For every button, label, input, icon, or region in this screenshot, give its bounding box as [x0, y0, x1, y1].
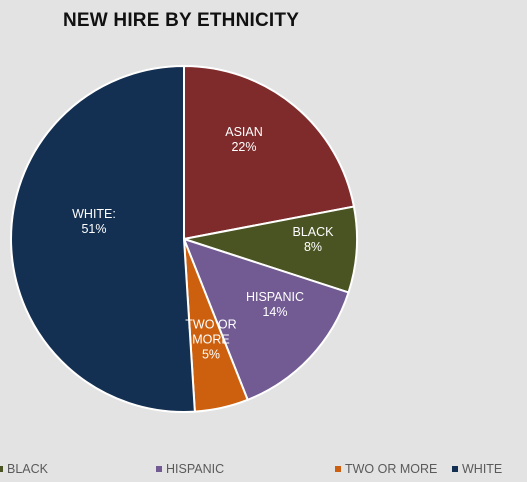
legend-swatch-black: [0, 466, 3, 472]
legend-swatch-two-or-more: [335, 466, 341, 472]
slice-label-white-line2: 51%: [81, 222, 106, 236]
legend-item-two-or-more: TWO OR MORE: [335, 462, 437, 476]
legend-label-white: WHITE: [462, 462, 503, 476]
slice-label-black-line1: BLACK: [293, 225, 335, 239]
legend-swatch-white: [452, 466, 458, 472]
slice-label-white-line1: WHITE:: [72, 207, 116, 221]
pie-slice-asian: [183, 64, 356, 241]
pie-slices: [10, 64, 359, 413]
legend-label-hispanic: HISPANIC: [166, 462, 225, 476]
legend-label-black: BLACK: [7, 462, 48, 476]
chart-title: NEW HIRE BY ETHNICITY: [63, 10, 300, 31]
legend-item-white: WHITE: [452, 462, 502, 476]
pie-slice-hispanic: [182, 237, 350, 402]
legend: BLACK HISPANIC TWO OR MORE WHITE: [0, 462, 527, 482]
legend-item-hispanic: HISPANIC: [156, 462, 224, 476]
slice-label-two-or-more-line2: MORE: [192, 332, 230, 346]
slice-label-two-or-more-line1: TWO OR: [185, 317, 236, 331]
pie-slice-white: [10, 64, 196, 413]
legend-label-two-or-more: TWO OR MORE: [345, 462, 438, 476]
slice-label-two-or-more-line3: 5%: [202, 347, 220, 361]
legend-swatch-hispanic: [156, 466, 162, 472]
slice-label-asian-line1: ASIAN: [225, 125, 263, 139]
slice-label-hispanic-line2: 14%: [262, 305, 287, 319]
slice-label-asian-line2: 22%: [231, 140, 256, 154]
slice-label-hispanic-line1: HISPANIC: [246, 290, 304, 304]
slice-label-black-line2: 8%: [304, 240, 322, 254]
legend-item-black: BLACK: [0, 462, 48, 476]
